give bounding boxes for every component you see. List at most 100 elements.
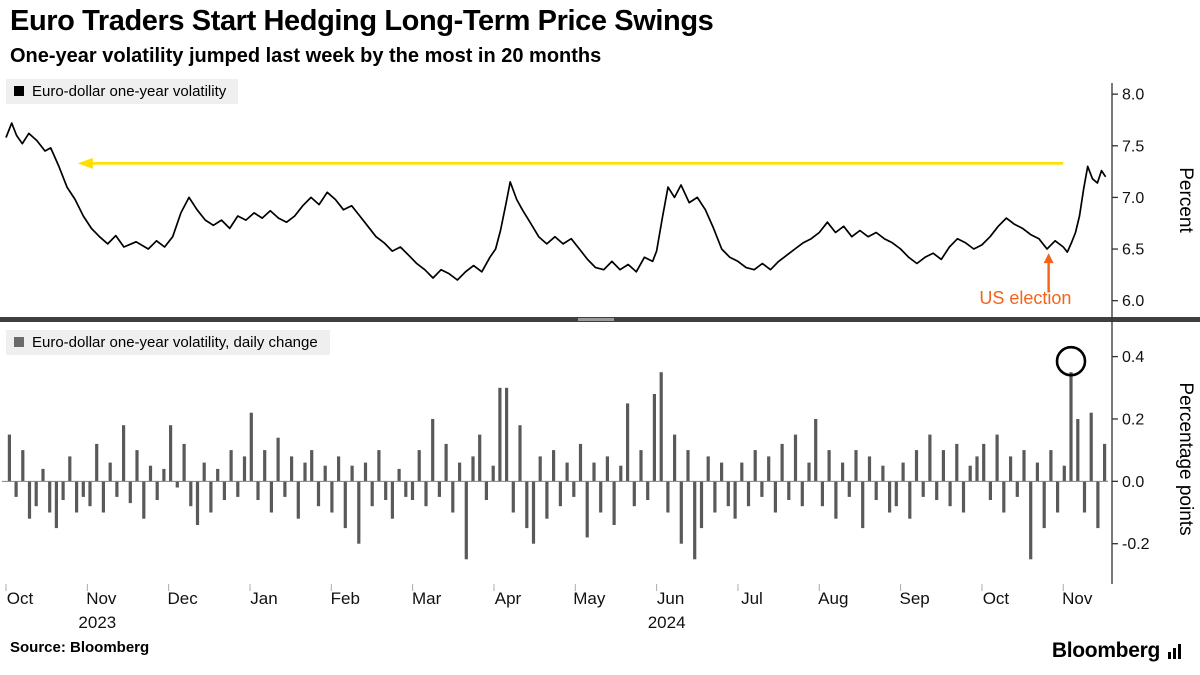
yellow-range-arrow-head [77, 157, 93, 169]
daily-change-bar [961, 481, 966, 513]
bottom-legend-label: Euro-dollar one-year volatility, daily c… [32, 333, 318, 351]
daily-change-bar [632, 481, 636, 507]
daily-change-bar [545, 481, 549, 519]
month-label: May [573, 589, 606, 608]
daily-change-bar [135, 449, 139, 482]
daily-change-bar [54, 481, 58, 528]
daily-change-bar [451, 481, 455, 513]
daily-change-bar [881, 465, 885, 482]
month-label: Mar [412, 589, 442, 608]
daily-change-bar [894, 481, 898, 507]
month-label: Nov [86, 589, 117, 608]
daily-change-bar [666, 481, 670, 513]
daily-change-bar [236, 481, 240, 497]
daily-change-bar [175, 481, 179, 488]
y-tick-label: 0.2 [1122, 411, 1144, 428]
panel-divider-thumb [578, 317, 614, 321]
daily-change-bar [585, 481, 589, 538]
daily-change-bar [726, 481, 730, 507]
daily-change-bar [686, 449, 690, 482]
daily-change-bar [914, 449, 919, 482]
daily-change-bar [478, 434, 482, 482]
daily-change-bar [572, 481, 576, 497]
daily-change-bar [290, 456, 294, 482]
month-label: Aug [818, 589, 848, 608]
daily-change-bar [498, 387, 502, 482]
daily-change-bar [720, 462, 724, 482]
daily-change-bar [189, 481, 193, 507]
daily-change-bar [14, 481, 18, 497]
daily-change-bar [222, 481, 226, 500]
daily-change-bar [343, 481, 347, 528]
daily-change-bar [740, 462, 744, 482]
daily-change-bar [935, 481, 939, 500]
daily-change-bar [169, 425, 173, 482]
daily-change-bar [316, 481, 321, 507]
daily-change-bar [88, 481, 92, 507]
daily-change-bar [599, 481, 603, 513]
daily-change-bar [417, 449, 421, 482]
daily-change-bar [1015, 481, 1019, 497]
daily-change-bar [128, 481, 132, 503]
daily-change-bar [202, 462, 206, 482]
y-tick-label: 7.0 [1122, 190, 1144, 207]
daily-change-bar [518, 425, 522, 482]
daily-change-bar [841, 462, 845, 482]
us-election-label: US election [979, 288, 1071, 308]
daily-change-bar [1062, 465, 1066, 482]
bar-series-swatch-icon [14, 337, 24, 348]
daily-change-bar [1002, 481, 1006, 513]
daily-change-bar [1082, 481, 1087, 513]
daily-change-bar [928, 434, 932, 482]
page-title: Euro Traders Start Hedging Long-Term Pri… [10, 5, 714, 37]
daily-change-bar [155, 481, 159, 500]
month-label: Nov [1062, 589, 1093, 608]
daily-change-bar [216, 468, 220, 482]
daily-change-bar [975, 456, 979, 482]
daily-change-bar [390, 481, 394, 519]
source-note: Source: Bloomberg [10, 638, 150, 656]
daily-change-bar [854, 449, 858, 482]
daily-change-bar [773, 481, 777, 513]
daily-change-bar [908, 481, 912, 519]
daily-change-bar [68, 456, 72, 482]
daily-change-bar [249, 412, 253, 482]
y-tick-label: 0.0 [1122, 474, 1144, 491]
daily-change-bar [1029, 481, 1033, 560]
highlight-circle [1055, 345, 1087, 377]
x-axis: Oct Nov Dec Jan Feb Mar Apr May Jun Jul Aug Sep Oct N… [5, 583, 1093, 632]
page-subtitle: One-year volatility jumped last week by … [10, 44, 602, 67]
bottom-y-axis-title: Percentage points [1175, 382, 1196, 535]
us-election-arrow-head [1043, 253, 1054, 264]
daily-change-bar [531, 481, 536, 544]
daily-change-bar [941, 449, 945, 482]
daily-change-bar [458, 462, 462, 482]
daily-change-bar [323, 465, 327, 482]
daily-change-bar [142, 481, 146, 519]
daily-change-bar [820, 481, 824, 507]
daily-change-bar [995, 434, 999, 482]
daily-change-bar [968, 465, 972, 482]
daily-change-bar [787, 481, 791, 500]
daily-change-bar [195, 481, 200, 525]
bloomberg-logo-text: Bloomberg [1051, 638, 1160, 662]
daily-change-bar [619, 465, 623, 482]
daily-change-bar [1089, 412, 1093, 482]
daily-change-bar [679, 481, 683, 544]
daily-change-bar [612, 481, 616, 525]
y-tick-label: 8.0 [1122, 87, 1144, 104]
daily-change-bar [780, 443, 784, 482]
daily-change-bar [1009, 456, 1013, 482]
daily-change-bar [370, 481, 374, 507]
chart-header: Euro Traders Start Hedging Long-Term Pri… [0, 0, 1200, 68]
bottom-legend: Euro-dollar one-year volatility, daily c… [6, 329, 330, 355]
daily-change-bar [767, 456, 771, 482]
daily-change-bar [592, 462, 596, 482]
daily-change-bar [847, 481, 851, 497]
y-tick-label: 6.5 [1122, 241, 1144, 258]
daily-change-bar [1096, 481, 1100, 528]
daily-change-bar [384, 481, 388, 500]
daily-change-bar [733, 481, 737, 519]
bloomberg-chart-icon [1168, 643, 1181, 659]
daily-change-bar [491, 465, 495, 482]
